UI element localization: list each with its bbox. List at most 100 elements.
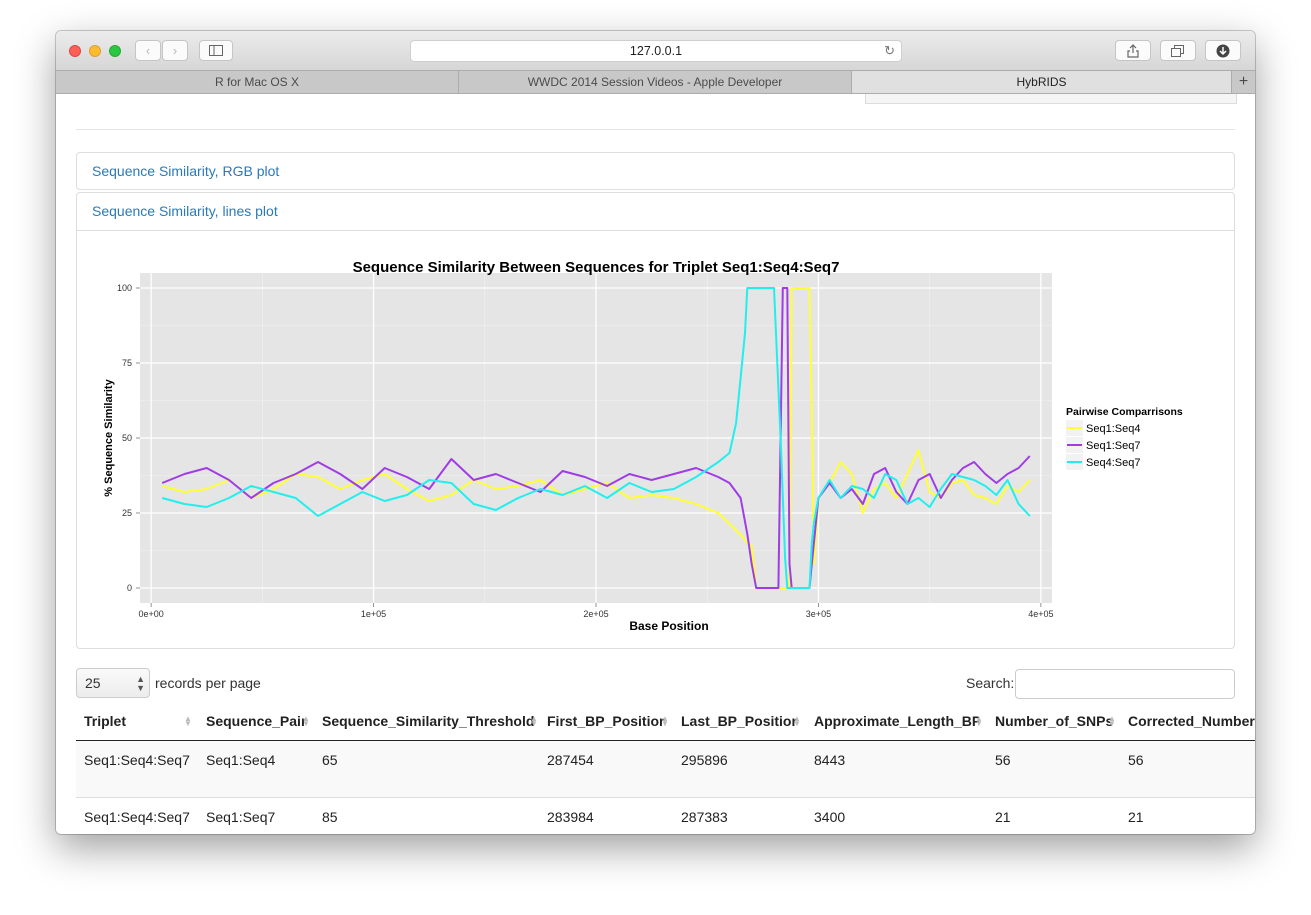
cell-corrected-number: 21 (1128, 809, 1144, 825)
column-label: Last_BP_Position (681, 713, 797, 729)
close-window-button[interactable] (69, 45, 81, 57)
url-text: 127.0.0.1 (629, 44, 683, 58)
search-input[interactable] (1015, 669, 1235, 699)
sidebar-toggle-button[interactable] (199, 40, 233, 61)
table-row[interactable]: Seq1:Seq4:Seq7 Seq1:Seq7 85 283984 28738… (76, 798, 1255, 834)
y-tick-label: 100 (117, 283, 132, 293)
column-label: Approximate_Length_BP (814, 713, 979, 729)
chart-legend: Pairwise Comparrisons Seq1:Seq4 Seq1:Seq7… (1066, 406, 1183, 470)
download-icon (1216, 44, 1230, 58)
column-header-number-of-snps[interactable]: Number_of_SNPs (995, 702, 1112, 740)
rgb-plot-toggle[interactable]: Sequence Similarity, RGB plot (92, 163, 280, 179)
sort-icon: ▲ ▼ (302, 714, 310, 728)
column-label: Triplet (84, 713, 127, 729)
column-header-first-bp[interactable]: First_BP_Position (547, 702, 665, 740)
downloads-button[interactable] (1205, 40, 1241, 61)
tab-hybrids[interactable]: HybRIDS (852, 71, 1232, 93)
sort-icon: ▲ ▼ (661, 714, 669, 728)
column-label: Corrected_Number (1128, 713, 1255, 729)
cell-triplet: Seq1:Seq4:Seq7 (84, 809, 190, 825)
column-header-corrected-number[interactable]: Corrected_Number (1128, 702, 1255, 740)
back-button[interactable]: ‹ (135, 40, 161, 61)
x-tick-label: 3e+05 (806, 609, 831, 619)
tab-wwdc[interactable]: WWDC 2014 Session Videos - Apple Develop… (459, 71, 852, 93)
sort-icon: ▲ ▼ (530, 714, 538, 728)
x-tick-label: 1e+05 (361, 609, 386, 619)
zoom-window-button[interactable] (109, 45, 121, 57)
column-label: Sequence_Similarity_Threshold (322, 713, 534, 729)
column-header-similarity-threshold[interactable]: Sequence_Similarity_Threshold (322, 702, 534, 740)
series-line-seq1-seq7 (161, 287, 1031, 589)
column-label: First_BP_Position (547, 713, 665, 729)
column-header-last-bp[interactable]: Last_BP_Position (681, 702, 797, 740)
records-per-page-select[interactable]: 25 ▲ ▼ (76, 668, 150, 698)
reload-icon[interactable]: ↻ (884, 43, 895, 58)
chevron-left-icon: ‹ (145, 43, 151, 58)
cell-threshold: 85 (322, 809, 338, 825)
browser-window: ‹ › 127.0.0.1 ↻ R for Mac OS X WWDC 2014… (56, 31, 1255, 834)
tab-label: R for Mac OS X (214, 75, 300, 89)
cell-approx-length: 8443 (814, 752, 846, 768)
cell-triplet: Seq1:Seq4:Seq7 (84, 752, 190, 768)
tab-label: WWDC 2014 Session Videos - Apple Develop… (527, 75, 783, 89)
grid-lines (140, 273, 1052, 603)
chart-title: Sequence Similarity Between Sequences fo… (353, 259, 840, 276)
cell-sequence-pair: Seq1:Seq7 (206, 809, 276, 825)
y-tick-label: 50 (122, 433, 132, 443)
cell-last-bp: 287383 (681, 809, 728, 825)
select-arrows-icon: ▲ ▼ (136, 674, 145, 693)
column-header-sequence-pair[interactable]: Sequence_Pair (206, 702, 306, 740)
header-divider (76, 740, 1255, 741)
title-bar: ‹ › 127.0.0.1 ↻ (56, 31, 1255, 70)
cell-first-bp: 287454 (547, 752, 594, 768)
cell-first-bp: 283984 (547, 809, 594, 825)
axis-ticks: 0 25 50 75 100 0e+00 1e+05 2e+05 3e+05 4e+05 (117, 283, 1054, 619)
column-label: Sequence_Pair (206, 713, 306, 729)
legend-label: Seq4:Seq7 (1086, 457, 1140, 469)
cell-threshold: 65 (322, 752, 338, 768)
legend-label: Seq1:Seq4 (1086, 423, 1140, 435)
series-line-seq4-seq7 (161, 287, 1031, 589)
y-tick-label: 0 (127, 583, 132, 593)
chevron-right-icon: › (172, 43, 178, 58)
series-lines (161, 287, 1031, 589)
column-label: Number_of_SNPs (995, 713, 1112, 729)
sort-icon: ▲ ▼ (975, 714, 983, 728)
similarity-chart: 0 25 50 75 100 0e+00 1e+05 2e+05 3e+05 4e+05 Sequ… (103, 259, 1183, 633)
cell-number-of-snps: 56 (995, 752, 1011, 768)
x-tick-label: 0e+00 (138, 609, 163, 619)
column-header-approx-length[interactable]: Approximate_Length_BP (814, 702, 979, 740)
records-per-page-label: records per page (155, 675, 261, 691)
divider (76, 129, 1235, 130)
sort-icon: ▲ ▼ (793, 714, 801, 728)
lines-plot-body: 0 25 50 75 100 0e+00 1e+05 2e+05 3e+05 4e+05 Sequ… (77, 230, 1234, 648)
x-tick-label: 2e+05 (583, 609, 608, 619)
y-tick-label: 75 (122, 358, 132, 368)
tabs-icon (1171, 45, 1184, 57)
y-tick-label: 25 (122, 508, 132, 518)
tab-label: HybRIDS (1016, 75, 1067, 89)
share-icon (1127, 44, 1139, 58)
lines-plot-toggle[interactable]: Sequence Similarity, lines plot (92, 203, 278, 219)
column-header-triplet[interactable]: Triplet (84, 702, 194, 740)
cell-corrected-number: 56 (1128, 752, 1144, 768)
legend-title: Pairwise Comparrisons (1066, 406, 1183, 418)
address-bar[interactable]: 127.0.0.1 ↻ (410, 40, 902, 62)
cell-approx-length: 3400 (814, 809, 846, 825)
rgb-plot-panel: Sequence Similarity, RGB plot (76, 152, 1235, 190)
plus-icon: + (1238, 73, 1249, 90)
share-button[interactable] (1115, 40, 1151, 61)
x-tick-label: 4e+05 (1028, 609, 1053, 619)
tab-r-for-mac[interactable]: R for Mac OS X (56, 71, 459, 93)
cell-sequence-pair: Seq1:Seq4 (206, 752, 276, 768)
sidebar-icon (209, 45, 223, 56)
new-tab-button[interactable]: + (1232, 71, 1255, 93)
table-row[interactable]: Seq1:Seq4:Seq7 Seq1:Seq4 65 287454 29589… (76, 741, 1255, 798)
minimize-window-button[interactable] (89, 45, 101, 57)
forward-button[interactable]: › (162, 40, 188, 61)
cell-number-of-snps: 21 (995, 809, 1011, 825)
lines-plot-panel: Sequence Similarity, lines plot 0 25 50 75 1… (76, 192, 1235, 649)
cell-last-bp: 295896 (681, 752, 728, 768)
tabs-overview-button[interactable] (1160, 40, 1196, 61)
legend-label: Seq1:Seq7 (1086, 440, 1140, 452)
